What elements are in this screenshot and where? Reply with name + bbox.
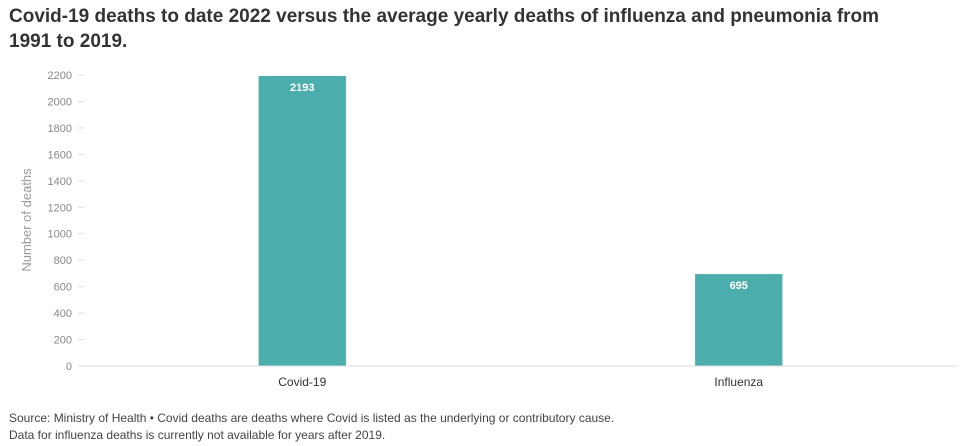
chart-footer: Source: Ministry of Health • Covid death… bbox=[9, 410, 614, 444]
y-axis-label: Number of deaths bbox=[19, 168, 34, 272]
x-axis: Covid-19 Influenza bbox=[278, 375, 763, 389]
bar-value-label: 2193 bbox=[290, 82, 314, 94]
chart-title-line-1: Covid-19 deaths to date 2022 versus the … bbox=[9, 6, 880, 27]
bar-value-label: 695 bbox=[730, 280, 748, 292]
source-note: Source: Ministry of Health • Covid death… bbox=[9, 411, 615, 425]
chart-title-line-2: 1991 to 2019. bbox=[9, 31, 128, 52]
y-tick-label: 1200 bbox=[48, 202, 72, 214]
y-tick-label: 0 bbox=[66, 361, 72, 373]
bars: 2193 695 bbox=[258, 75, 783, 367]
x-category-label: Influenza bbox=[714, 375, 763, 389]
y-tick-label: 1800 bbox=[48, 123, 72, 135]
chart-title: Covid-19 deaths to date 2022 versus the … bbox=[9, 4, 972, 54]
y-tick-label: 2000 bbox=[48, 96, 72, 108]
bar-influenza[interactable] bbox=[695, 274, 783, 366]
y-axis: 0 200 400 600 800 1000 1200 1400 1600 1800 2000 220… bbox=[48, 70, 84, 373]
bar-covid-19[interactable] bbox=[258, 75, 346, 367]
y-tick-label: 1600 bbox=[48, 149, 72, 161]
y-tick-label: 2200 bbox=[48, 70, 72, 82]
y-tick-label: 200 bbox=[54, 335, 72, 347]
y-tick-label: 1000 bbox=[48, 229, 72, 241]
y-tick-label: 800 bbox=[54, 255, 72, 267]
y-tick-label: 1400 bbox=[48, 176, 72, 188]
y-tick-label: 400 bbox=[54, 308, 72, 320]
y-tick-label: 600 bbox=[54, 282, 72, 294]
availability-note: Data for influenza deaths is currently n… bbox=[9, 428, 386, 442]
x-category-label: Covid-19 bbox=[278, 375, 326, 389]
bar-chart: 0 200 400 600 800 1000 1200 1400 1600 1800 2000 220… bbox=[19, 70, 957, 389]
